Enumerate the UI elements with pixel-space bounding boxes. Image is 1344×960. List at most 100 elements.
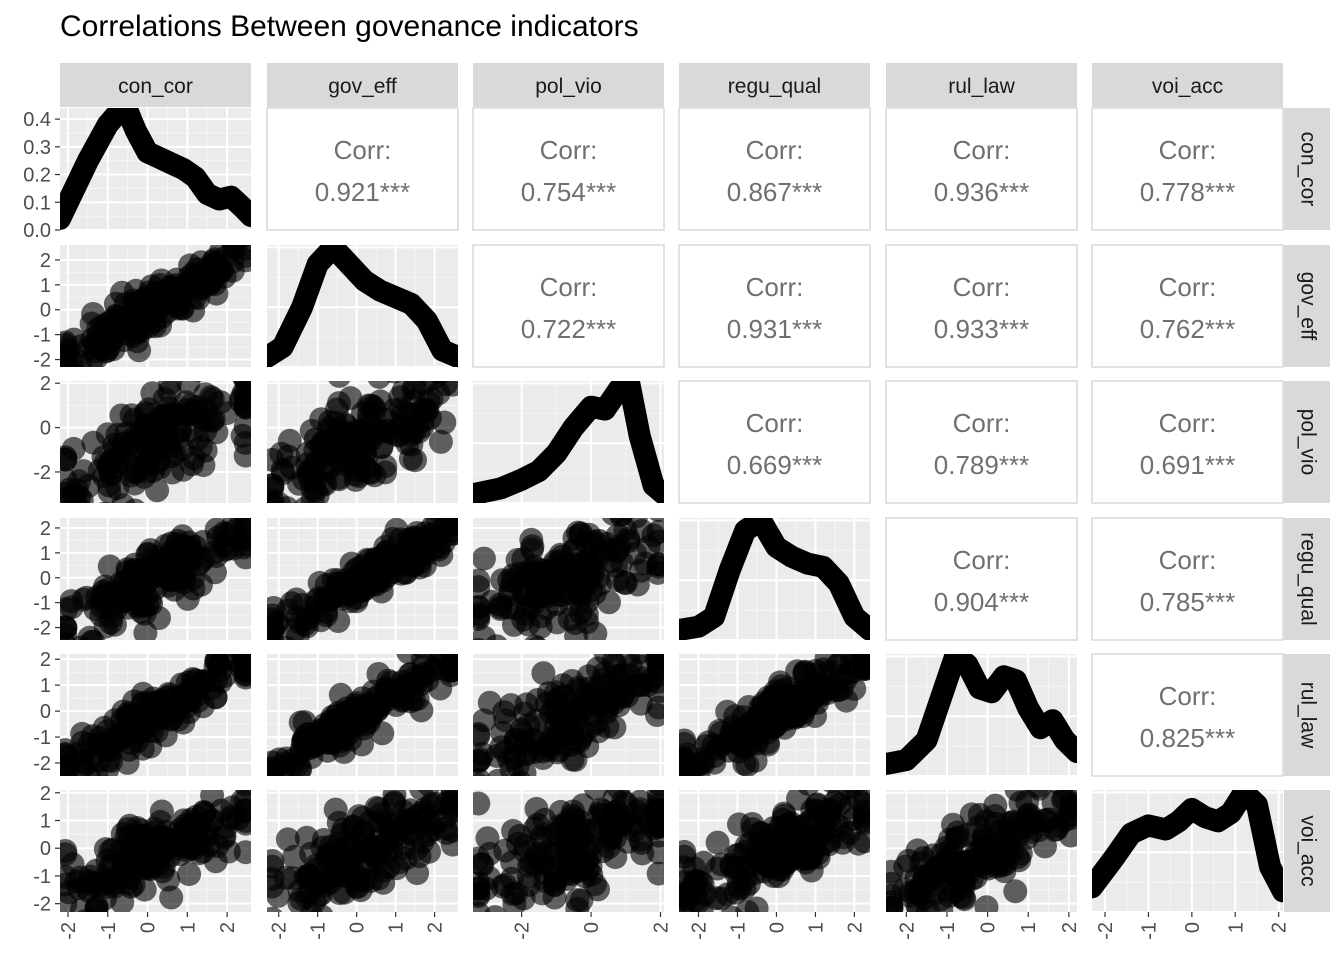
scatter-point <box>425 518 450 530</box>
scatter-point <box>748 695 773 720</box>
scatter-point <box>486 768 509 776</box>
scatter-point <box>340 706 365 731</box>
corr-label: Corr: <box>540 135 598 165</box>
row-strip-label: con_cor <box>1296 132 1319 207</box>
corr-panel-con_cor-rul_law: Corr: 0.936*** <box>885 107 1078 231</box>
scatter-point <box>565 888 590 912</box>
x-tick-label: -2 <box>512 922 534 940</box>
scatter-points-pol_vio-rul_law <box>473 654 664 776</box>
row-strip-pol_vio: pol_vio <box>1284 381 1330 503</box>
scatter-point <box>267 854 285 879</box>
scatter-point <box>735 899 760 912</box>
column-strip-regu_qual: regu_qual <box>679 63 870 107</box>
row-strip-voi_acc: voi_acc <box>1284 790 1330 912</box>
scatter-point <box>473 607 491 631</box>
panel-voi_acc-gov_eff <box>267 790 458 912</box>
scatter-point <box>1001 809 1025 834</box>
scatter-point <box>565 845 590 870</box>
scatter-point <box>386 381 402 384</box>
scatter-point <box>130 573 154 598</box>
chart-title: Correlations Between govenance indicator… <box>60 10 639 43</box>
scatter-point <box>781 703 806 728</box>
scatter-point <box>193 438 218 463</box>
scatter-point <box>561 712 585 737</box>
column-strip-con_cor: con_cor <box>60 63 251 107</box>
scatter-point <box>156 867 181 892</box>
density-line-gov_eff <box>267 245 458 367</box>
scatter-point <box>288 610 312 635</box>
corr-panel-pol_vio-voi_acc: Corr: 0.691*** <box>1091 380 1284 504</box>
scatter-point <box>367 381 391 389</box>
scatter-point <box>311 432 336 457</box>
scatter-point <box>428 518 446 522</box>
scatter-point <box>81 430 106 455</box>
y-tick-label: 2 <box>40 250 51 272</box>
scatter-point <box>177 862 202 887</box>
scatter-point <box>157 381 182 404</box>
scatter-point <box>1041 790 1066 815</box>
scatter-point <box>473 884 491 909</box>
scatter-point <box>982 804 1007 828</box>
scatter-point <box>344 874 369 899</box>
scatter-point <box>948 884 973 909</box>
scatter-point <box>1003 879 1028 904</box>
column-strip-label: pol_vio <box>535 75 602 98</box>
scatter-points-pol_vio-regu_qual <box>473 518 664 640</box>
corr-panel-con_cor-regu_qual: Corr: 0.867*** <box>678 107 871 231</box>
scatter-point <box>171 457 196 482</box>
scatter-point <box>679 756 702 776</box>
scatter-point <box>379 560 404 585</box>
panel-con_cor-con_cor <box>60 108 251 231</box>
x-tick-label: -1 <box>937 922 959 940</box>
panel-rul_law-pol_vio <box>473 654 664 776</box>
scatter-point <box>233 443 251 468</box>
corr-panel-background <box>885 517 1078 641</box>
density-line-con_cor <box>60 108 251 230</box>
scatter-point <box>906 896 931 912</box>
scatter-point <box>285 752 310 776</box>
scatter-point <box>60 342 78 367</box>
x-tick-label: 0 <box>347 922 369 933</box>
x-tick-label: -2 <box>1095 922 1117 940</box>
scatter-point <box>766 864 791 889</box>
strip-background <box>1284 381 1330 503</box>
corr-label: Corr: <box>334 135 392 165</box>
scatter-point <box>233 840 251 865</box>
scatter-point <box>396 654 421 665</box>
scatter-point <box>84 345 109 367</box>
scatter-point <box>716 738 741 763</box>
scatter-point <box>578 560 603 584</box>
column-strip-voi_acc: voi_acc <box>1092 63 1283 107</box>
scatter-point <box>167 279 191 304</box>
scatter-point <box>473 791 491 816</box>
panel-voi_acc-pol_vio <box>473 790 664 912</box>
row-strip-regu_qual: regu_qual <box>1284 518 1330 640</box>
scatter-point <box>799 845 824 870</box>
scatter-point <box>149 799 174 824</box>
x-tick-label: 2 <box>651 922 673 933</box>
scatter-point <box>76 871 100 896</box>
x-tick-label: 1 <box>177 922 199 933</box>
column-strip-label: regu_qual <box>728 75 821 98</box>
corr-panel-background <box>678 107 871 231</box>
scatter-points-gov_eff-regu_qual <box>267 518 458 640</box>
scatter-point <box>296 863 321 888</box>
scatter-point <box>558 592 583 617</box>
corr-label: Corr: <box>1159 408 1217 438</box>
scatter-point <box>426 381 451 406</box>
corr-value: 0.722*** <box>521 314 616 344</box>
x-tick-label: -2 <box>269 922 291 940</box>
scatter-point <box>60 595 84 620</box>
scatter-point <box>1008 790 1033 815</box>
scatter-point <box>624 799 649 824</box>
corr-panel-background <box>678 244 871 368</box>
scatter-point <box>412 544 437 568</box>
scatter-point <box>121 460 146 485</box>
scatter-point <box>191 820 216 845</box>
y-tick-label: 0 <box>40 701 51 723</box>
scatter-point <box>326 609 351 633</box>
scatter-point <box>391 381 416 403</box>
scatter-point <box>746 847 771 872</box>
corr-panel-pol_vio-regu_qual: Corr: 0.669*** <box>678 380 871 504</box>
density-line-regu_qual <box>679 518 870 640</box>
